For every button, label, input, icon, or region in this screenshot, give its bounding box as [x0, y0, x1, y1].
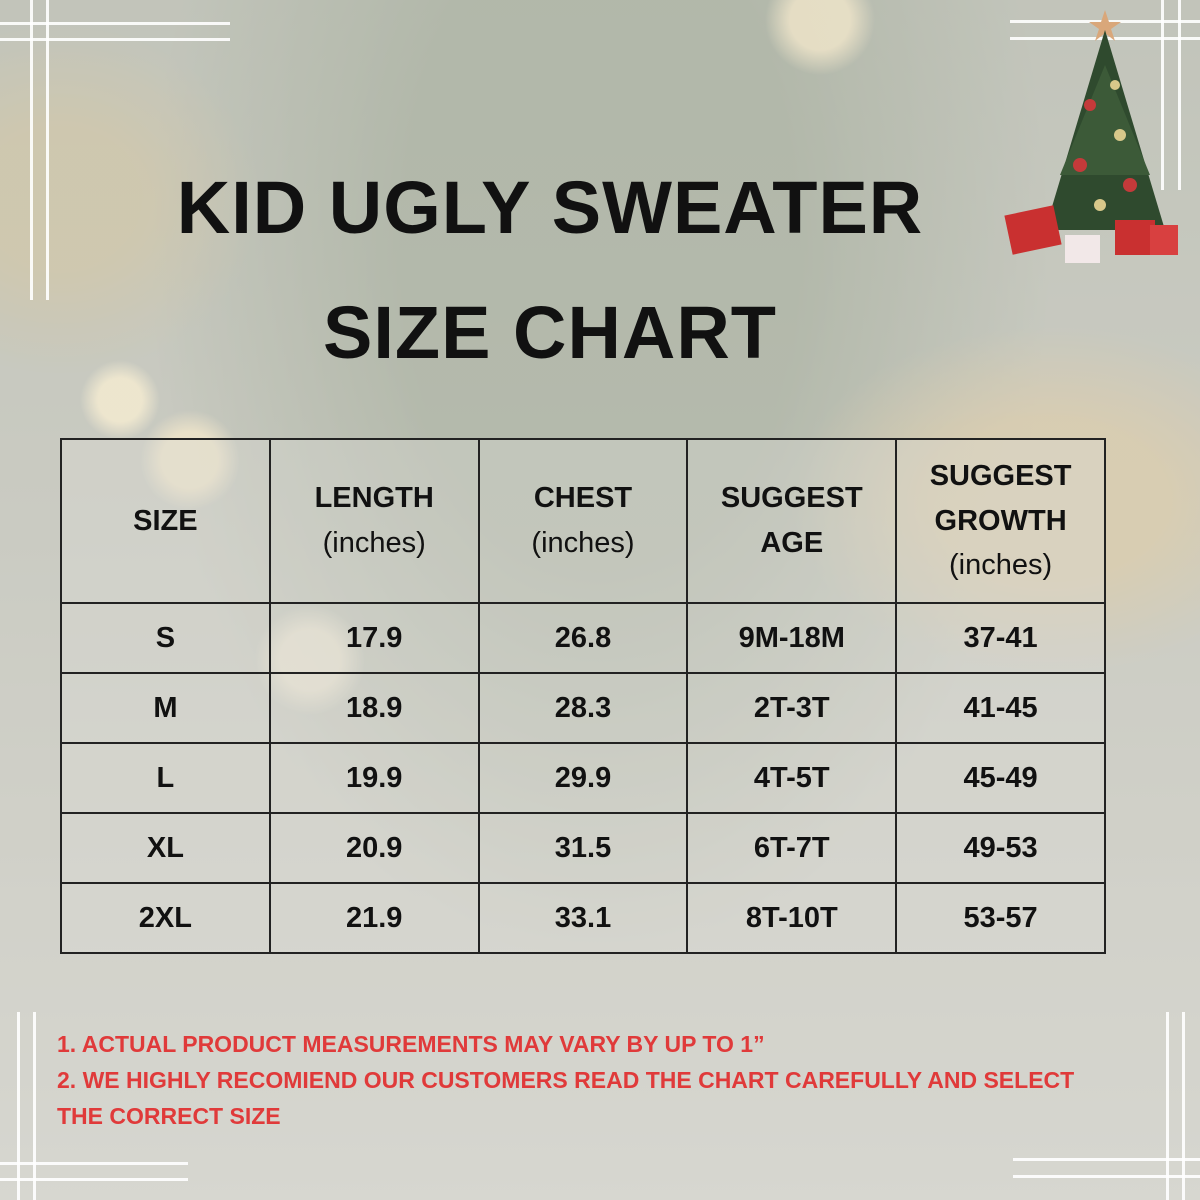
table-header-row: SIZE LENGTH (inches) CHEST (inches) SUGGES…: [60, 438, 1106, 604]
table-cell: 53-57: [895, 882, 1106, 954]
header-chest: CHEST (inches): [477, 438, 689, 604]
table-cell: 2T-3T: [686, 672, 898, 744]
frame-line: [0, 1162, 188, 1165]
table-cell: 26.8: [477, 602, 689, 674]
frame-line: [46, 0, 49, 300]
table-cell: 2XL: [60, 882, 271, 954]
table-cell: S: [60, 602, 271, 674]
table-row: XL 20.9 31.5 6T-7T 49-53: [60, 812, 1106, 884]
frame-line: [1013, 1158, 1200, 1161]
table-cell: 18.9: [268, 672, 480, 744]
frame-line: [30, 0, 33, 300]
christmas-tree-icon: [1004, 10, 1178, 263]
table-cell: L: [60, 742, 271, 814]
table-cell: XL: [60, 812, 271, 884]
size-chart-table: SIZE LENGTH (inches) CHEST (inches) SUGGES…: [60, 438, 1106, 954]
title-line-1: KID UGLY SWEATER: [176, 166, 924, 249]
header-length: LENGTH (inches): [268, 438, 480, 604]
frame-line: [0, 38, 230, 41]
table-cell: 28.3: [477, 672, 689, 744]
table-cell: 45-49: [895, 742, 1106, 814]
table-row: M 18.9 28.3 2T-3T 41-45: [60, 672, 1106, 744]
table-cell: 9M-18M: [686, 602, 898, 674]
frame-line: [0, 1178, 188, 1181]
table-cell: 37-41: [895, 602, 1106, 674]
table-cell: 31.5: [477, 812, 689, 884]
frame-line: [0, 22, 230, 25]
frame-line: [1013, 1175, 1200, 1178]
frame-line: [1182, 1012, 1185, 1200]
table-row: L 19.9 29.9 4T-5T 45-49: [60, 742, 1106, 814]
frame-line: [33, 1012, 36, 1200]
note-1: 1. ACTUAL PRODUCT MEASUREMENTS MAY VARY …: [57, 1031, 765, 1057]
frame-line: [1161, 0, 1164, 190]
table-cell: 41-45: [895, 672, 1106, 744]
table-cell: 49-53: [895, 812, 1106, 884]
header-suggest-age: SUGGEST AGE: [686, 438, 898, 604]
note-2: 2. WE HIGHLY RECOMIEND OUR CUSTOMERS REA…: [57, 1067, 1075, 1129]
table-cell: 4T-5T: [686, 742, 898, 814]
frame-line: [1178, 0, 1181, 190]
table-cell: 21.9: [268, 882, 480, 954]
frame-line: [1166, 1012, 1169, 1200]
header-size: SIZE: [60, 438, 271, 604]
title-line-2: SIZE CHART: [323, 291, 777, 374]
table-cell: M: [60, 672, 271, 744]
table-row: S 17.9 26.8 9M-18M 37-41: [60, 602, 1106, 674]
table-cell: 8T-10T: [686, 882, 898, 954]
table-cell: 29.9: [477, 742, 689, 814]
frame-line: [17, 1012, 20, 1200]
table-cell: 19.9: [268, 742, 480, 814]
table-cell: 20.9: [268, 812, 480, 884]
table-cell: 6T-7T: [686, 812, 898, 884]
notes: 1. ACTUAL PRODUCT MEASUREMENTS MAY VARY …: [57, 1026, 1097, 1134]
table-cell: 33.1: [477, 882, 689, 954]
header-suggest-growth: SUGGEST GROWTH (inches): [895, 438, 1106, 604]
table-row: 2XL 21.9 33.1 8T-10T 53-57: [60, 882, 1106, 954]
table-cell: 17.9: [268, 602, 480, 674]
